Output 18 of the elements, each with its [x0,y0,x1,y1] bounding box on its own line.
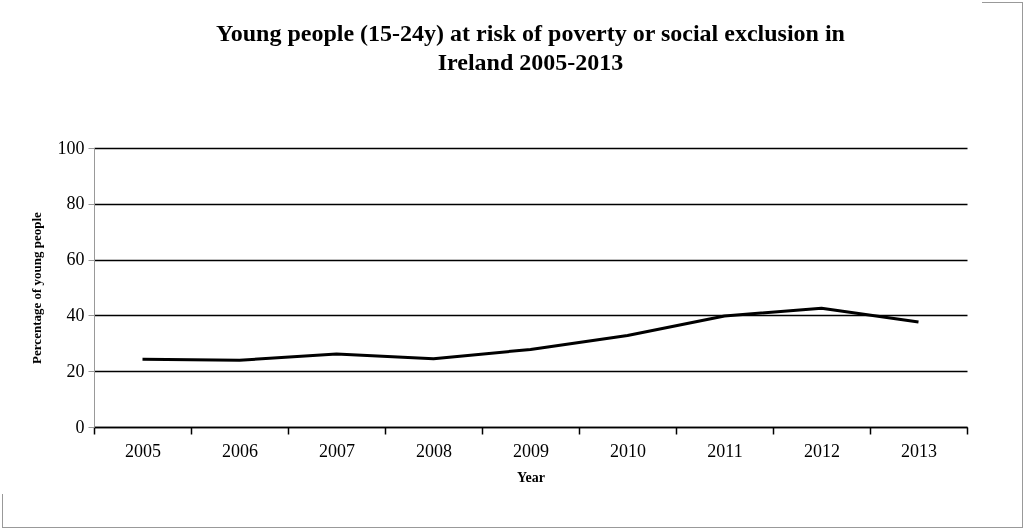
x-axis-title: Year [517,469,545,485]
y-tick-label: 0 [75,416,85,437]
x-tick-label: 2007 [319,440,355,461]
x-tick-label: 2011 [707,440,743,461]
x-tick-label: 2008 [416,440,452,461]
x-tick-label: 2012 [804,440,840,461]
y-tick-label: 20 [66,360,85,381]
chart-title: Young people (15-24y) at risk of poverty or social exclusion in Ireland 2005-2013 [216,20,845,75]
x-tick-label: 2006 [222,440,258,461]
x-tick-label: 2013 [901,440,937,461]
x-tick-label: 2010 [610,440,646,461]
y-tick-label: 80 [66,193,85,214]
y-tick-label: 60 [66,249,85,270]
x-tick-label: 2009 [513,440,549,461]
y-tick-label: 40 [66,304,85,325]
x-tick-label: 2005 [125,440,161,461]
y-tick-label: 100 [57,137,85,158]
y-axis-title: Percentage of young people [28,211,44,364]
